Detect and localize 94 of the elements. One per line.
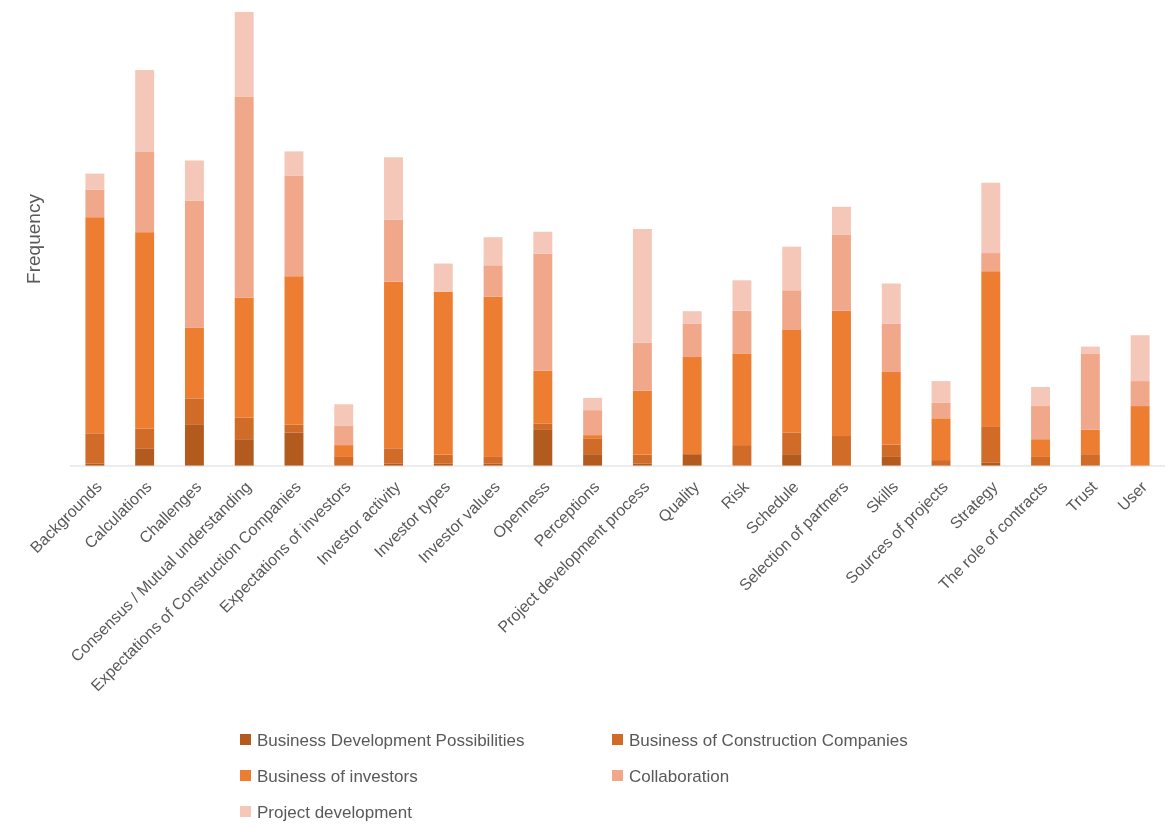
bar <box>632 454 652 464</box>
bar <box>583 438 603 455</box>
legend-label: Collaboration <box>629 766 730 786</box>
bar <box>234 96 254 298</box>
bar <box>234 12 254 97</box>
bar <box>483 296 503 457</box>
bar <box>85 173 105 190</box>
bar <box>184 160 204 201</box>
bar <box>981 182 1001 254</box>
bar <box>284 175 304 277</box>
bar <box>782 432 802 455</box>
bar <box>433 291 453 455</box>
bar <box>334 426 354 446</box>
bar <box>931 402 951 419</box>
bar <box>135 232 155 429</box>
bar <box>682 454 702 466</box>
bar <box>732 445 752 466</box>
bar <box>384 448 403 464</box>
bar <box>732 310 752 354</box>
bar <box>682 323 702 358</box>
bar <box>284 432 304 466</box>
y-axis-title: Frequency <box>23 193 44 284</box>
bar <box>832 234 851 311</box>
legend-label: Project development <box>257 802 413 822</box>
bar <box>931 418 951 461</box>
bar <box>384 157 403 220</box>
bar <box>384 281 403 449</box>
bar <box>832 206 851 235</box>
bar <box>632 229 652 343</box>
bar <box>583 454 603 466</box>
bar <box>85 189 105 218</box>
bar <box>184 327 204 399</box>
bar <box>234 439 254 466</box>
bar <box>881 372 901 445</box>
bar <box>583 435 603 439</box>
bar <box>832 436 851 466</box>
bar <box>682 357 702 455</box>
bar <box>1080 429 1100 455</box>
bar <box>632 342 652 391</box>
bar <box>981 253 1001 272</box>
bar <box>533 253 553 371</box>
bar <box>184 424 204 466</box>
bar <box>881 323 901 373</box>
bar <box>284 151 304 176</box>
bar <box>931 381 951 403</box>
bar <box>881 283 901 324</box>
bar <box>483 237 503 266</box>
bar <box>981 271 1001 427</box>
bar <box>135 448 155 466</box>
bar <box>85 433 105 464</box>
bar <box>483 265 503 297</box>
bar <box>1130 406 1150 466</box>
bar <box>533 429 553 466</box>
bar <box>334 445 354 457</box>
bar <box>732 280 752 311</box>
bar <box>234 297 254 418</box>
legend-label: Business Development Possibilities <box>257 730 525 750</box>
bar <box>583 397 603 411</box>
bar <box>1031 387 1051 407</box>
bar <box>1080 454 1100 466</box>
bar <box>632 390 652 455</box>
bar <box>583 410 603 436</box>
bar <box>433 263 453 292</box>
bar <box>184 200 204 328</box>
bar <box>682 311 702 324</box>
bar <box>881 444 901 457</box>
bar <box>1130 335 1150 382</box>
bar <box>981 426 1001 463</box>
bar <box>832 310 851 437</box>
bar <box>135 428 155 449</box>
bar <box>1130 381 1150 407</box>
bar <box>483 456 503 464</box>
bar <box>1080 353 1100 430</box>
bar <box>384 219 403 282</box>
bar <box>782 290 802 330</box>
bar <box>433 454 453 464</box>
bar <box>184 398 204 425</box>
legend-label: Business of Construction Companies <box>629 730 908 750</box>
legend-label: Business of investors <box>257 766 418 786</box>
bar <box>533 231 553 254</box>
bar <box>85 217 105 434</box>
bar <box>284 276 304 425</box>
bar <box>782 454 802 466</box>
bar <box>732 353 752 446</box>
bar <box>782 329 802 433</box>
bar <box>135 70 155 152</box>
bar <box>782 246 802 291</box>
bar <box>135 151 155 233</box>
bar <box>533 370 553 424</box>
bar <box>234 417 254 440</box>
bar <box>334 404 354 427</box>
bar <box>533 423 553 430</box>
bar <box>1031 439 1051 457</box>
bar <box>1031 406 1051 440</box>
